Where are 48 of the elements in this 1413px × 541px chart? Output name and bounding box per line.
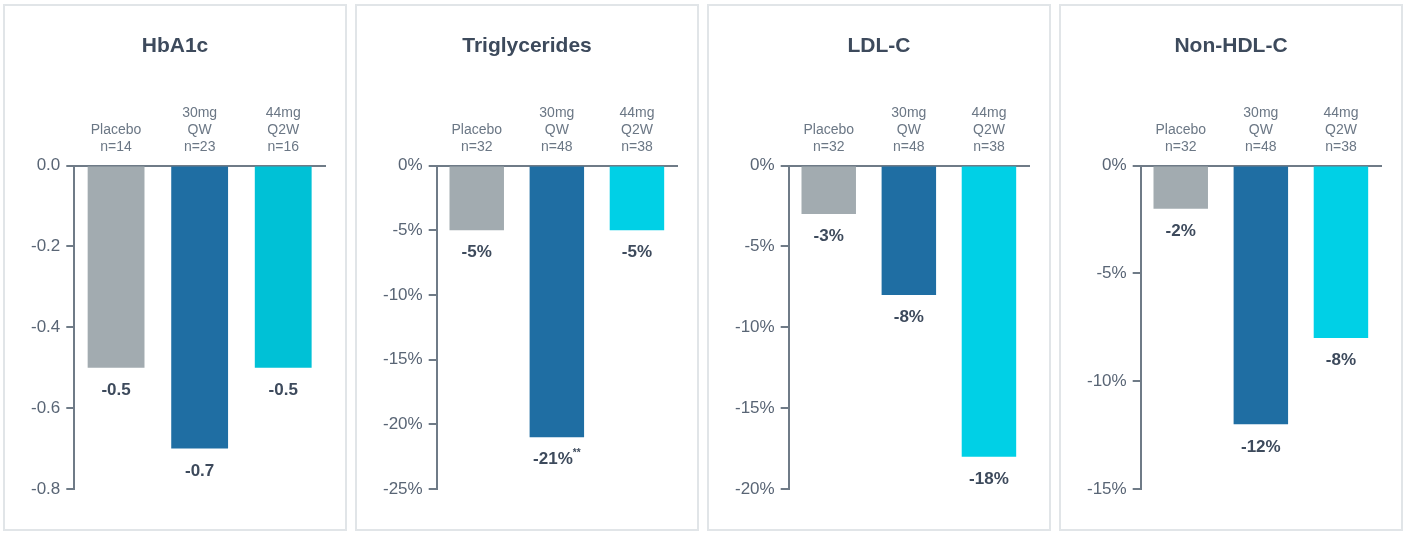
x-tick-label: 44mg Q2W n=38: [619, 104, 655, 155]
data-label: -5%: [621, 242, 653, 262]
data-label: -21%**: [533, 447, 581, 469]
y-tick-label: 0%: [1102, 155, 1127, 175]
data-label: -12%: [1241, 436, 1281, 456]
data-label: -18%: [969, 468, 1009, 488]
data-label: -8%: [1325, 350, 1357, 370]
data-label: -0.7: [185, 460, 215, 480]
y-tick-label: -10%: [735, 316, 775, 336]
x-tick-label: 44mg Q2W n=16: [265, 104, 301, 155]
data-label: -5%: [461, 242, 492, 262]
x-tick-label: 44mg Q2W n=38: [1323, 104, 1359, 155]
chart-title: HbA1c: [141, 33, 209, 57]
chart-title: LDL-C: [847, 33, 911, 57]
x-tick-label: 44mg Q2W n=38: [971, 104, 1007, 155]
y-tick-label: 0%: [750, 155, 775, 175]
y-tick-label: -5%: [1096, 263, 1127, 283]
y-tick-label: -25%: [383, 478, 423, 498]
chart-title: Triglycerides: [462, 33, 592, 57]
y-tick-label: 0%: [398, 155, 423, 175]
x-tick-label: Placebo n=14: [90, 121, 142, 155]
x-tick-label: Placebo n=32: [803, 121, 855, 155]
chart-title: Non-HDL-C: [1174, 33, 1288, 57]
y-tick-label: -5%: [392, 219, 423, 239]
x-tick-label: 30mg QW n=48: [891, 104, 927, 155]
x-tick-label: 30mg QW n=23: [182, 104, 218, 155]
y-tick-label: -0.8: [31, 478, 61, 498]
y-tick-label: -20%: [383, 414, 423, 434]
data-label: -2%: [1165, 220, 1196, 240]
y-tick-label: -0.6: [31, 397, 61, 417]
data-label: -8%: [893, 307, 924, 327]
y-tick-label: 0.0: [36, 155, 61, 175]
y-tick-label: -10%: [1087, 370, 1127, 390]
y-tick-label: -0.4: [31, 316, 61, 336]
y-tick-label: -5%: [744, 236, 775, 256]
x-tick-label: Placebo n=32: [1155, 121, 1207, 155]
x-tick-label: 30mg QW n=48: [1243, 104, 1279, 155]
y-tick-label: -15%: [383, 349, 423, 369]
y-tick-label: -15%: [735, 397, 775, 417]
y-tick-label: -20%: [735, 478, 775, 498]
x-tick-label: 30mg QW n=48: [539, 104, 575, 155]
y-tick-label: -10%: [383, 284, 423, 304]
x-tick-label: Placebo n=32: [451, 121, 503, 155]
data-label: -0.5: [268, 379, 298, 399]
y-tick-label: -15%: [1087, 478, 1127, 498]
data-label: -3%: [813, 226, 844, 246]
data-label: -0.5: [101, 379, 131, 399]
y-tick-label: -0.2: [31, 236, 61, 256]
